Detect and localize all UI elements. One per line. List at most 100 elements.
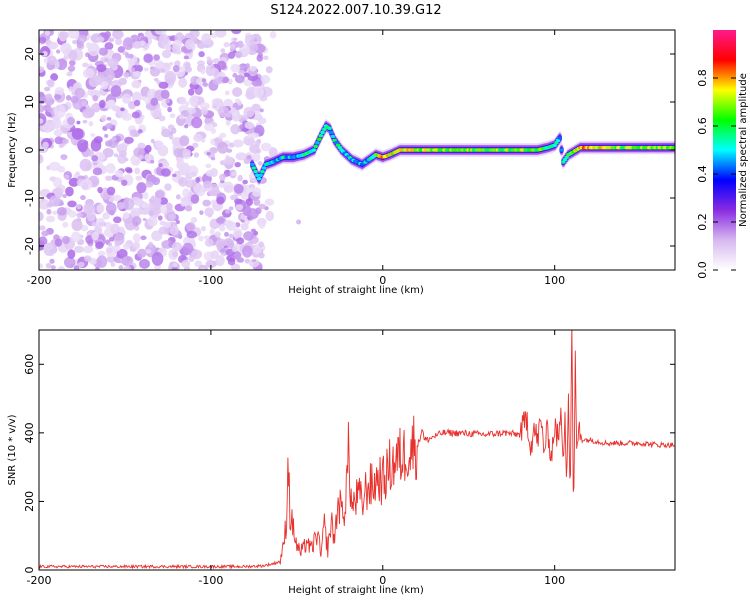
ridge-segment: [315, 141, 320, 145]
noise-blob: [83, 202, 94, 215]
noise-blob: [232, 246, 238, 253]
noise-blob: [210, 67, 219, 77]
noise-blob: [83, 255, 92, 262]
noise-blob: [110, 262, 116, 267]
noise-blob: [108, 37, 115, 43]
noise-blob: [71, 218, 83, 231]
noise-blob: [157, 215, 163, 221]
noise-blob: [153, 54, 160, 61]
noise-blob: [178, 96, 187, 105]
noise-blob: [180, 200, 186, 207]
ridge-segment: [327, 126, 332, 131]
noise-blob: [184, 205, 193, 212]
noise-blob: [73, 265, 80, 270]
noise-blob: [52, 210, 58, 216]
noise-blob: [72, 40, 78, 45]
noise-blob: [204, 44, 209, 49]
noise-blob: [220, 223, 225, 229]
noise-blob: [218, 134, 224, 140]
noise-blob: [248, 258, 260, 268]
ridge-segment: [255, 173, 260, 177]
noise-blob: [39, 66, 45, 73]
noise-blob: [118, 226, 125, 235]
ridge-segment: [672, 145, 675, 150]
noise-blob: [107, 242, 113, 247]
figure-title: S124.2022.007.10.39.G12: [270, 3, 441, 18]
noise-blob: [122, 37, 134, 51]
noise-blob: [149, 159, 155, 164]
noise-blob: [211, 98, 224, 107]
snr-y-axis-label: SNR (10 * v/v): [7, 414, 18, 485]
noise-blob: [243, 231, 254, 241]
noise-blob: [223, 42, 230, 48]
noise-blob: [238, 69, 246, 76]
noise-blob: [141, 96, 148, 101]
noise-blob: [257, 117, 267, 125]
noise-blob: [234, 230, 242, 238]
noise-blob: [260, 142, 272, 152]
noise-blob: [137, 248, 147, 258]
noise-blob: [206, 151, 211, 156]
noise-blob: [61, 155, 66, 160]
noise-blob: [154, 30, 167, 35]
noise-blob: [253, 86, 264, 99]
spectrogram-x-ticks: -200 -100 0 100: [27, 30, 565, 287]
colorbar-tick-label: 0.8: [696, 69, 709, 87]
y-tick-label: 0: [23, 567, 36, 574]
noise-blob: [175, 219, 180, 225]
noise-blob: [232, 112, 239, 117]
noise-blob: [171, 266, 178, 270]
spectrogram-noise-layer: [39, 30, 302, 270]
ridge-segment: [251, 166, 257, 170]
noise-blob: [77, 139, 89, 152]
noise-blob: [244, 258, 251, 264]
noise-blob: [209, 228, 215, 235]
noise-blob: [45, 93, 53, 101]
noise-blob: [76, 204, 82, 210]
noise-blob: [59, 31, 70, 39]
noise-blob: [43, 243, 54, 251]
noise-blob: [243, 137, 256, 146]
noise-blob: [224, 219, 234, 228]
noise-blob: [229, 43, 236, 49]
noise-blob: [95, 241, 104, 250]
noise-blob: [203, 235, 210, 240]
noise-blob: [134, 61, 140, 66]
noise-blob: [114, 169, 124, 178]
noise-blob: [200, 107, 208, 115]
noise-blob: [39, 36, 47, 44]
noise-blob: [39, 211, 44, 222]
noise-blob: [260, 86, 273, 98]
noise-blob: [131, 216, 142, 226]
noise-blob: [217, 60, 227, 70]
noise-blob: [60, 42, 72, 55]
noise-blob: [154, 59, 165, 69]
noise-blob: [96, 36, 105, 43]
noise-blob: [107, 58, 119, 68]
colorbar-label: Normalized spectral amplitude: [738, 73, 749, 227]
noise-blob: [111, 136, 117, 142]
noise-blob: [253, 199, 261, 206]
noise-blob: [96, 217, 106, 228]
noise-blob: [63, 174, 70, 180]
noise-blob: [113, 153, 119, 158]
noise-blob: [68, 86, 74, 92]
noise-blob: [131, 111, 140, 119]
noise-blob: [98, 47, 108, 56]
noise-blob: [217, 141, 229, 154]
colorbar-tick-label: 0.4: [696, 165, 709, 183]
noise-blob: [247, 73, 259, 82]
noise-blob: [224, 156, 234, 166]
noise-blob: [150, 138, 155, 144]
noise-blob: [97, 250, 106, 257]
noise-blob: [168, 248, 179, 260]
noise-blob: [179, 115, 185, 120]
noise-blob: [251, 132, 260, 139]
noise-blob: [230, 263, 241, 270]
noise-blob: [193, 183, 204, 194]
noise-blob: [200, 69, 206, 75]
noise-blob: [206, 58, 213, 65]
noise-blob: [158, 81, 169, 89]
noise-blob: [108, 99, 116, 108]
noise-blob: [95, 266, 100, 270]
